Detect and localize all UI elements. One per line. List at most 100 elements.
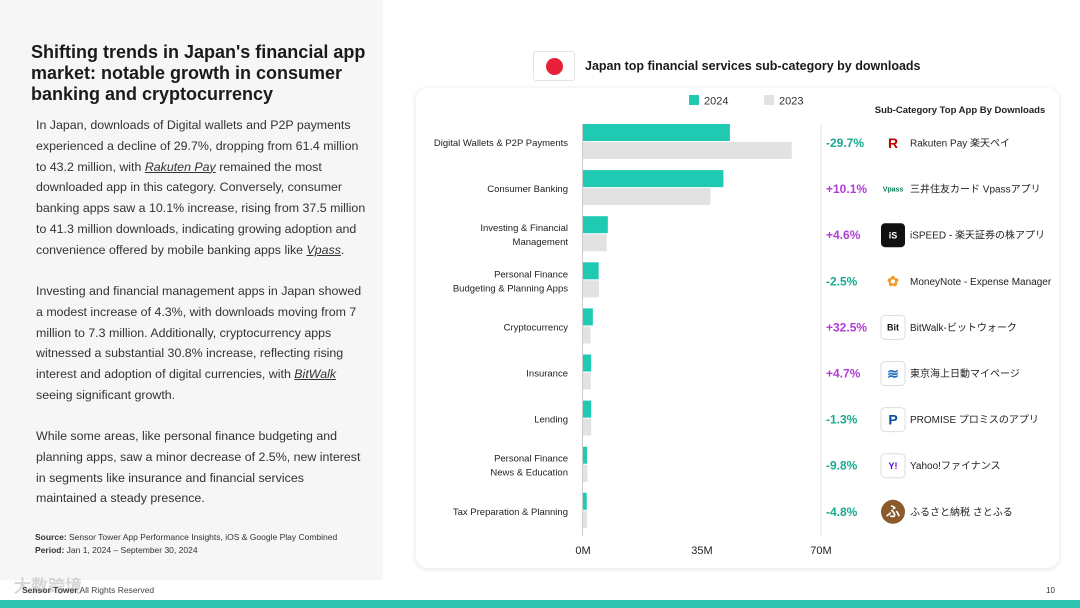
top-app-name: Yahoo!ファイナンス	[910, 460, 1001, 472]
x-tick-label: 0M	[575, 545, 590, 557]
paragraph-investing: Investing and financial management apps …	[36, 281, 366, 406]
bar-2024	[583, 492, 587, 510]
chart-title: Japan top financial services sub-categor…	[585, 59, 921, 73]
tokio-marine-icon	[880, 361, 906, 386]
rakuten-pay-icon-glyph: R	[888, 135, 898, 151]
promise-icon-glyph: P	[888, 412, 897, 428]
footer-brand: Sensor Tower All Rights Reserved	[22, 585, 154, 595]
bar-2024	[583, 124, 730, 141]
legend-label-2024: 2024	[704, 96, 728, 108]
footer-accent-line	[0, 600, 1080, 608]
top-app-name: 三井住友カード Vpassアプリ	[910, 183, 1041, 196]
change-label: +10.1%	[826, 182, 867, 196]
top-app-name: MoneyNote - Expense Manager	[910, 277, 1052, 288]
top-app-name: PROMISE プロミスのアプリ	[910, 414, 1039, 426]
yahoo-finance-icon-glyph: Y!	[889, 461, 898, 471]
bitwalk-link[interactable]: BitWalk	[294, 367, 337, 382]
category-label: Insurance	[526, 369, 568, 380]
satofull-icon-glyph: ふ	[886, 504, 900, 520]
left-panel	[0, 0, 383, 580]
bar-2024	[583, 446, 588, 464]
change-label: +32.5%	[826, 320, 867, 334]
ispeed-icon	[881, 223, 905, 248]
chart-card: 2024 2023 Sub-Category Top App By Download…	[416, 88, 1059, 568]
legend-label-2023: 2023	[779, 96, 803, 108]
category-label: Budgeting & Planning Apps	[453, 283, 568, 294]
source-text: Sensor Tower App Performance Insights, i…	[66, 532, 338, 542]
top-app-name: 東京海上日動マイページ	[910, 367, 1020, 380]
change-label: -1.3%	[826, 413, 858, 427]
bar-2024	[583, 354, 592, 372]
bar-2024	[583, 216, 608, 234]
footer-brand-name: Sensor Tower	[22, 585, 78, 595]
page-title: Shifting trends in Japan's financial app…	[31, 42, 366, 104]
bar-2023	[583, 142, 792, 159]
paragraph-budgeting: While some areas, like personal finance …	[36, 429, 361, 506]
vpass-icon	[881, 177, 905, 202]
category-label: News & Education	[490, 468, 568, 479]
page-number: 10	[1046, 586, 1055, 595]
top-app-name: iSPEED - 楽天証券の株アプリ	[910, 229, 1045, 242]
bitwalk-icon-glyph: Bit	[887, 323, 899, 333]
category-label: Management	[513, 237, 569, 248]
vpass-link[interactable]: Vpass	[306, 242, 341, 257]
top-app-name: Rakuten Pay 楽天ペイ	[910, 137, 1010, 150]
flag-sun	[545, 57, 563, 75]
rakuten-pay-link[interactable]: Rakuten Pay	[144, 159, 216, 174]
footer-rights: All Rights Reserved	[77, 585, 155, 595]
paragraph-text: In Japan, downloads of Digital wallets a…	[36, 118, 359, 174]
right-column-header: Sub-Category Top App By Downloads	[875, 105, 1045, 116]
vpass-icon-glyph: Vpass	[883, 187, 904, 194]
category-label: Digital Wallets & P2P Payments	[434, 138, 568, 149]
bar-2023	[583, 326, 591, 344]
category-label: Investing & Financial	[480, 223, 568, 234]
yahoo-finance-icon	[880, 453, 906, 479]
legend-swatch-2023	[764, 95, 774, 105]
legend-swatch-2024	[689, 95, 699, 105]
bitwalk-icon	[880, 314, 906, 340]
bar-2023	[583, 418, 592, 436]
x-tick-label: 70M	[810, 545, 831, 557]
japan-flag-icon	[533, 51, 575, 81]
bar-2023	[583, 372, 591, 390]
paragraph-text: Investing and financial management apps …	[36, 284, 362, 382]
moneynote-icon-glyph: ✿	[887, 273, 899, 289]
source-label: Source:	[35, 532, 67, 542]
paragraph-text: remained the most downloaded app in this…	[36, 159, 366, 257]
bar-2024	[583, 400, 592, 418]
moneynote-icon	[881, 269, 905, 294]
bar-chart: 2024 2023 Sub-Category Top App By Download…	[434, 95, 1052, 557]
bar-2024	[583, 170, 724, 188]
bar-2023	[583, 510, 588, 528]
tokio-marine-icon-glyph: ≋	[887, 365, 899, 381]
bar-2023	[583, 280, 599, 298]
bar-2024	[583, 262, 599, 280]
change-label: +4.7%	[826, 367, 861, 381]
change-label: +4.6%	[826, 228, 861, 242]
category-label: Tax Preparation & Planning	[453, 507, 568, 518]
category-label: Personal Finance	[494, 454, 568, 465]
ispeed-icon-glyph: iS	[889, 230, 898, 240]
bar-2023	[583, 234, 607, 252]
paragraph-digital-wallets: In Japan, downloads of Digital wallets a…	[36, 115, 366, 261]
change-label: -9.8%	[826, 459, 858, 473]
change-label: -4.8%	[826, 505, 858, 519]
category-label: Cryptocurrency	[504, 322, 569, 333]
promise-icon	[880, 407, 906, 433]
paragraph-text: seeing significant growth.	[36, 387, 176, 402]
source-note: Source: Sensor Tower App Performance Ins…	[35, 531, 337, 557]
x-tick-label: 35M	[691, 545, 712, 557]
chart-header: Japan top financial services sub-categor…	[533, 51, 921, 81]
watermark: 大数跨境	[14, 577, 82, 596]
top-app-name: ふるさと納税 さとふる	[910, 505, 1013, 518]
paragraph-text: .	[340, 242, 345, 257]
bar-2023	[583, 188, 711, 206]
rakuten-pay-icon	[881, 131, 905, 155]
satofull-icon	[881, 499, 905, 524]
change-label: -2.5%	[826, 274, 858, 288]
bar-2024	[583, 308, 593, 326]
period-label: Period:	[35, 545, 65, 555]
change-label: -29.7%	[826, 136, 864, 150]
bar-2023	[583, 464, 588, 482]
period-text: Jan 1, 2024 – September 30, 2024	[64, 545, 198, 555]
